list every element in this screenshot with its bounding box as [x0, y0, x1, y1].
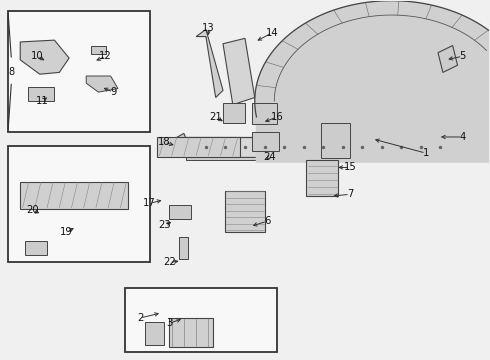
Text: 17: 17: [144, 198, 156, 208]
Bar: [252, 132, 279, 151]
Bar: [223, 103, 245, 123]
Polygon shape: [86, 76, 118, 92]
Text: 7: 7: [347, 189, 353, 199]
Bar: [91, 45, 106, 54]
Text: 4: 4: [459, 132, 466, 142]
Text: 5: 5: [459, 51, 466, 61]
Bar: [25, 241, 47, 255]
Bar: [8, 146, 150, 262]
Polygon shape: [20, 40, 69, 74]
Text: 10: 10: [31, 51, 44, 61]
Bar: [27, 87, 54, 101]
Text: 19: 19: [60, 227, 73, 237]
Polygon shape: [223, 39, 255, 105]
Text: 24: 24: [263, 152, 276, 162]
Polygon shape: [255, 1, 490, 162]
Bar: [169, 318, 213, 347]
Polygon shape: [196, 30, 223, 98]
Text: 21: 21: [209, 112, 222, 122]
Polygon shape: [174, 134, 189, 151]
Bar: [145, 321, 164, 345]
Text: 14: 14: [266, 28, 278, 38]
Text: 12: 12: [99, 51, 112, 61]
Text: 16: 16: [270, 112, 283, 122]
Bar: [125, 288, 277, 352]
Bar: [179, 237, 188, 259]
Bar: [252, 103, 277, 125]
Text: 23: 23: [158, 220, 171, 230]
Text: 20: 20: [26, 206, 39, 216]
Bar: [306, 160, 338, 196]
Text: 6: 6: [264, 216, 270, 226]
Bar: [157, 137, 240, 157]
Bar: [169, 205, 191, 220]
Text: 13: 13: [202, 23, 215, 33]
Text: 1: 1: [422, 148, 429, 158]
Text: 8: 8: [8, 67, 15, 77]
Text: 2: 2: [137, 313, 143, 323]
Bar: [8, 12, 150, 132]
Bar: [186, 137, 453, 157]
Text: 18: 18: [158, 138, 171, 147]
Text: 9: 9: [110, 87, 116, 97]
Bar: [321, 123, 350, 158]
Bar: [186, 157, 453, 160]
Bar: [20, 182, 128, 209]
Text: 11: 11: [36, 96, 49, 106]
Polygon shape: [438, 45, 458, 72]
Text: 15: 15: [343, 162, 356, 172]
Bar: [225, 191, 265, 232]
Text: 22: 22: [163, 257, 175, 267]
Text: 3: 3: [166, 319, 172, 328]
